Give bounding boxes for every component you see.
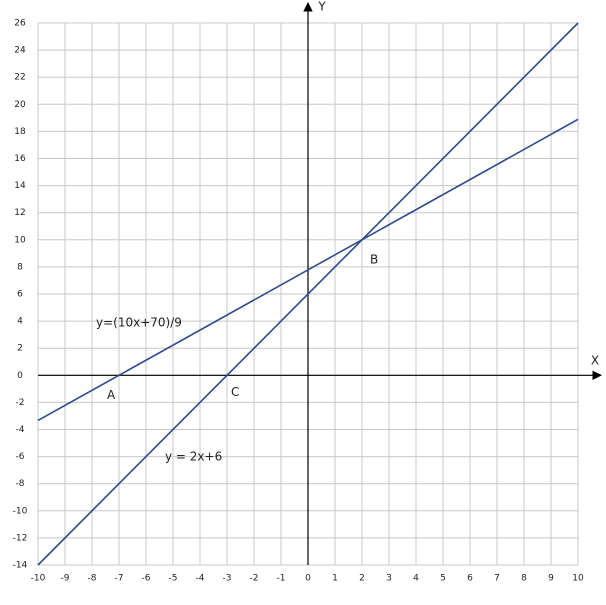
line-label: y=(10x+70)/9	[96, 316, 182, 330]
y-tick-label: 8	[17, 262, 23, 272]
y-tick-label: 0	[17, 371, 23, 381]
x-tick-label: -9	[61, 574, 70, 584]
x-tick-label: -10	[31, 574, 46, 584]
y-tick-label: 10	[14, 235, 26, 245]
x-tick-label: -6	[142, 574, 151, 584]
y-tick-label: -8	[16, 479, 25, 489]
y-tick-label: -4	[16, 425, 25, 435]
x-tick-label: 10	[572, 574, 584, 584]
y-tick-label: 16	[14, 154, 26, 164]
x-tick-label: 6	[467, 574, 473, 584]
y-tick-label: 6	[17, 290, 23, 300]
y-axis-label: Y	[317, 0, 326, 14]
y-tick-label: 18	[14, 127, 26, 137]
x-tick-label: 5	[440, 574, 446, 584]
y-tick-label: 14	[14, 181, 26, 191]
x-tick-label: 2	[359, 574, 365, 584]
point-label: B	[370, 252, 378, 266]
y-tick-label: -10	[13, 506, 28, 516]
y-tick-label: -14	[13, 561, 28, 571]
x-tick-label: -7	[115, 574, 124, 584]
x-tick-label: 8	[521, 574, 527, 584]
y-tick-label: -6	[16, 452, 25, 462]
point-label: C	[231, 385, 239, 399]
x-tick-label: -2	[250, 574, 259, 584]
x-tick-label: 7	[494, 574, 500, 584]
y-tick-label: -12	[13, 533, 28, 543]
point-label: A	[107, 388, 116, 402]
x-tick-label: -3	[223, 574, 232, 584]
x-tick-label: -5	[169, 574, 178, 584]
x-tick-label: 0	[305, 574, 311, 584]
x-tick-label: -1	[277, 574, 286, 584]
y-tick-label: 4	[17, 317, 23, 327]
y-tick-label: 2	[17, 344, 23, 354]
x-tick-label: 3	[386, 574, 392, 584]
y-tick-label: 22	[14, 73, 25, 83]
y-tick-label: 26	[14, 19, 26, 29]
y-tick-label: 24	[14, 46, 26, 56]
line	[37, 118, 579, 422]
line-label: y = 2x+6	[165, 450, 222, 464]
line	[37, 22, 579, 566]
x-tick-label: 9	[548, 574, 554, 584]
x-axis-label: X	[591, 354, 599, 368]
y-tick-label: 20	[14, 100, 26, 110]
x-tick-label: -4	[196, 574, 205, 584]
x-tick-label: 1	[332, 574, 338, 584]
y-tick-label: -2	[16, 398, 25, 408]
x-tick-label: 4	[413, 574, 419, 584]
y-tick-label: 12	[14, 208, 25, 218]
x-tick-label: -8	[88, 574, 97, 584]
